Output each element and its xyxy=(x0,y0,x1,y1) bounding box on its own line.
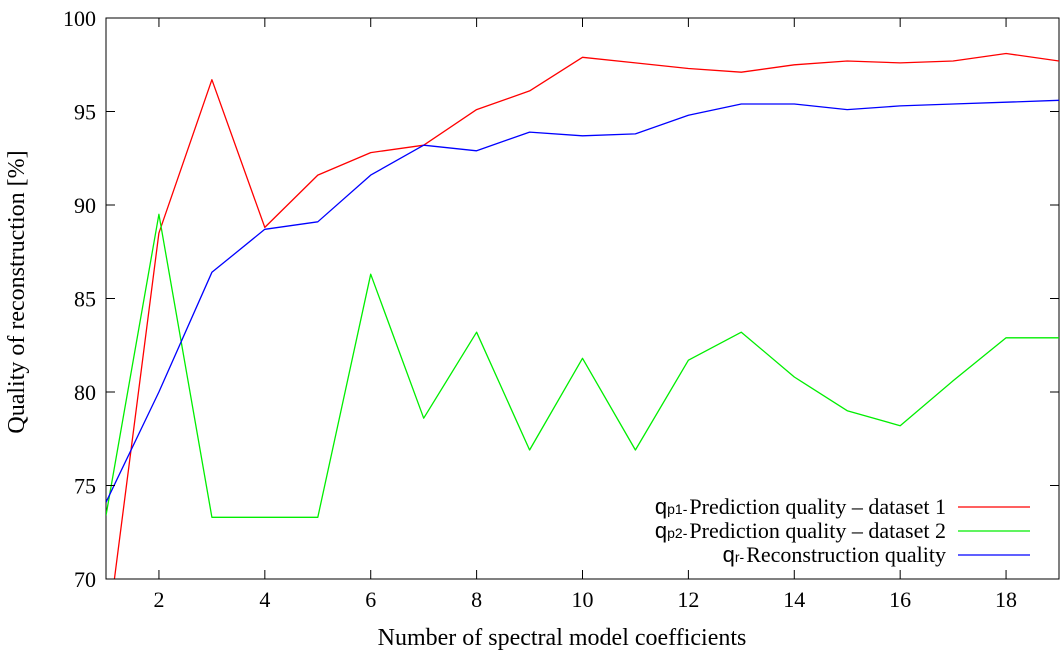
legend-label: qp1-Prediction quality – dataset 1 xyxy=(655,494,946,519)
x-tick-label: 14 xyxy=(783,587,805,612)
y-tick-label: 90 xyxy=(74,193,96,218)
x-axis-title: Number of spectral model coefficients xyxy=(378,625,747,651)
x-tick-label: 18 xyxy=(995,587,1017,612)
y-axis-ticks: 70 75 80 85 90 95 100 xyxy=(63,6,1059,592)
x-tick-label: 16 xyxy=(889,587,911,612)
series-line-r xyxy=(106,99,1059,503)
x-tick-label: 2 xyxy=(153,587,164,612)
x-tick-label: 4 xyxy=(259,587,270,612)
y-tick-label: 85 xyxy=(74,287,96,312)
legend-label: qp2-Prediction quality – dataset 2 xyxy=(655,518,946,543)
series-line-p2 xyxy=(106,213,1059,518)
x-tick-label: 12 xyxy=(677,587,699,612)
y-axis-title: Quality of reconstruction [%] xyxy=(4,150,30,433)
x-tick-label: 6 xyxy=(365,587,376,612)
legend-item-r: qr-Reconstruction quality xyxy=(723,542,1030,567)
legend: qp1-Prediction quality – dataset 1qp2-Pr… xyxy=(655,494,1030,567)
y-tick-label: 70 xyxy=(74,567,96,592)
y-tick-label: 75 xyxy=(74,474,96,499)
series-line-p1 xyxy=(113,52,1059,579)
legend-label: qr-Reconstruction quality xyxy=(723,542,946,567)
y-tick-label: 100 xyxy=(63,6,96,31)
x-tick-label: 10 xyxy=(572,587,594,612)
y-tick-label: 80 xyxy=(74,380,96,405)
x-axis-ticks: 2 4 6 8 10 12 14 16 18 xyxy=(153,18,1017,612)
y-tick-label: 95 xyxy=(74,100,96,125)
legend-item-p2: qp2-Prediction quality – dataset 2 xyxy=(655,518,1030,543)
series-layer xyxy=(106,52,1059,579)
x-tick-label: 8 xyxy=(471,587,482,612)
legend-item-p1: qp1-Prediction quality – dataset 1 xyxy=(655,494,1030,519)
